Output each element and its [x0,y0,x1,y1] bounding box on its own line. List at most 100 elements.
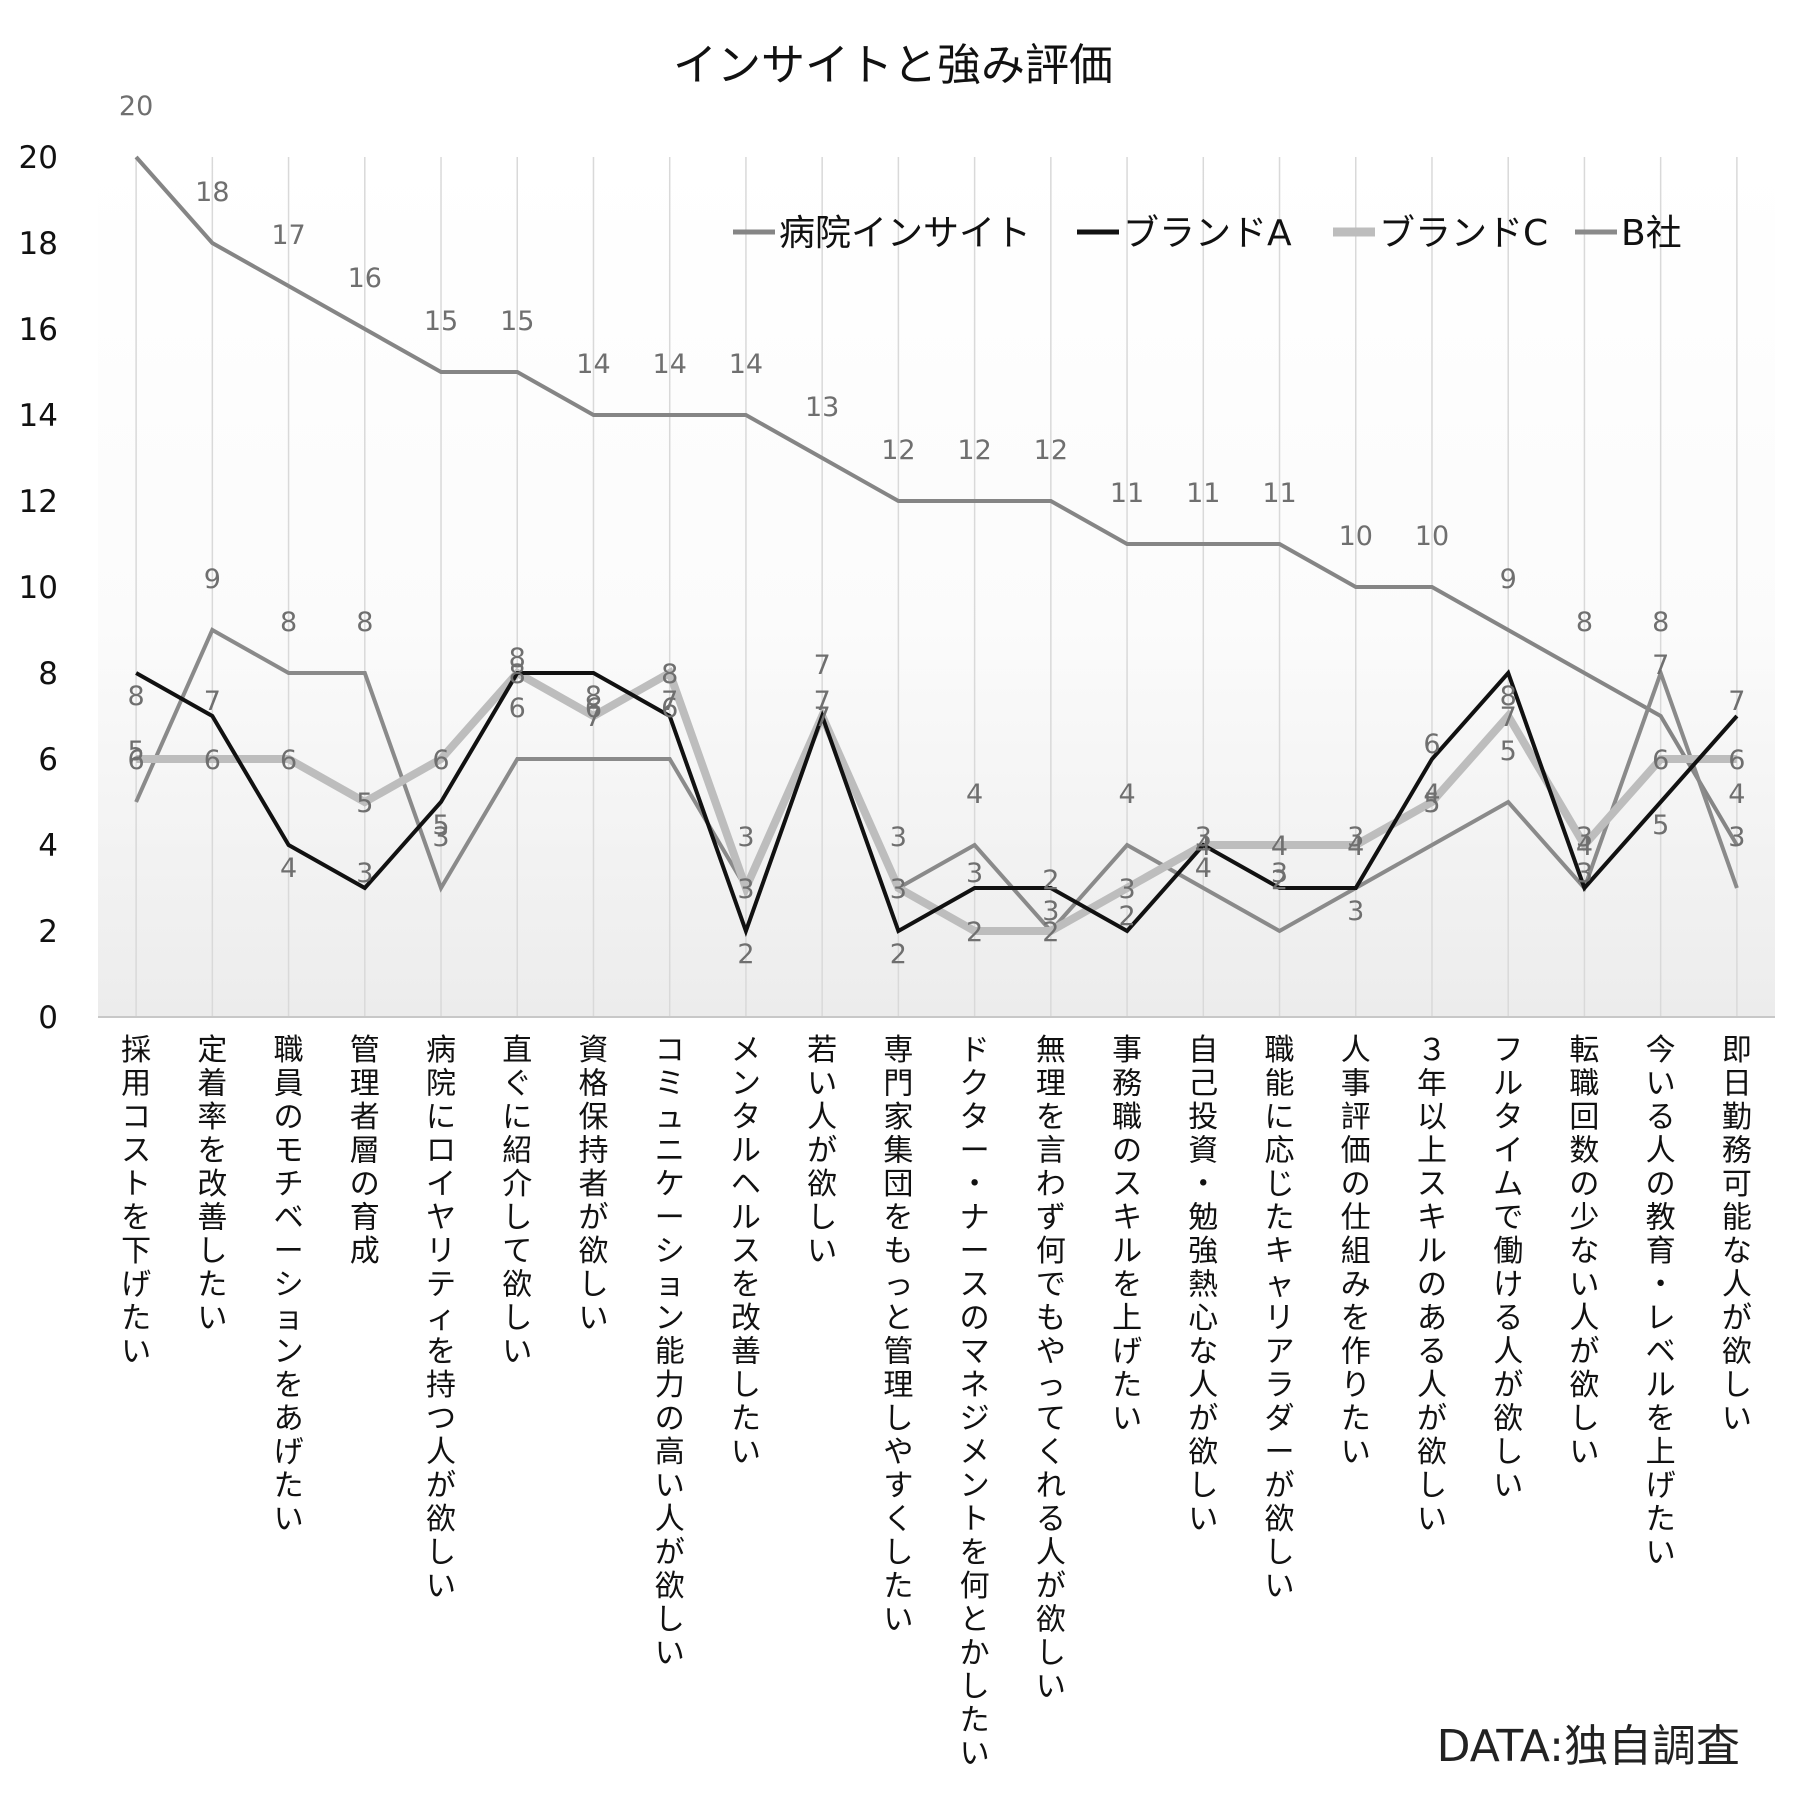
x-tick-label: ３年以上スキルのある人が欲しい [1417,1033,1447,1537]
data-label: 4 [1576,831,1593,862]
data-label: 2 [1042,917,1059,948]
series-line-1 [135,669,1739,937]
data-label: 5 [1423,788,1440,819]
data-label: 3 [737,822,754,853]
data-label: 3 [1271,858,1288,889]
data-label: 7 [204,686,221,717]
data-label: 3 [356,858,373,889]
data-label: 6 [128,745,145,776]
data-label: 3 [432,822,449,853]
data-label: 2 [1118,901,1135,932]
x-tick-label: 職員のモチベーションをあげたい [274,1033,304,1537]
data-label: 10 [1415,521,1449,552]
data-label: 8 [1576,607,1593,638]
data-label: 10 [1339,521,1373,552]
data-label: 9 [1500,564,1517,595]
data-label: 11 [1262,478,1296,509]
y-tick-label: 12 [19,484,58,520]
data-label: 11 [1186,478,1220,509]
data-label: 8 [661,659,678,690]
y-tick-label: 10 [19,570,58,606]
x-tick-label: コミュニケーション能力の高い人が欲しい [655,1033,685,1671]
data-label: 6 [585,693,602,724]
data-label: 9 [204,564,221,595]
data-label: 3 [1195,822,1212,853]
data-label: 15 [500,306,534,337]
x-tick-label: 若い人が欲しい [807,1033,837,1269]
x-tick-label: 病院にロイヤリティを持つ人が欲しい [426,1033,456,1604]
x-tick-label: 転職回数の少ない人が欲しい [1569,1033,1599,1470]
data-label: 14 [653,349,687,380]
data-label: 4 [966,779,983,810]
data-label: 3 [890,822,907,853]
data-label: 5 [1652,810,1669,841]
data-label: 12 [1034,435,1068,466]
data-label: 3 [1576,858,1593,889]
data-label: 8 [1652,607,1669,638]
data-label: 2 [1042,865,1059,896]
x-tick-label: フルタイムで働ける人が欲しい [1493,1033,1523,1504]
data-label: 5 [432,810,449,841]
data-label: 4 [1195,831,1212,862]
data-label: 2 [1271,865,1288,896]
data-label: 8 [1500,681,1517,712]
y-tick-label: 2 [38,914,58,950]
x-tick-label: 自己投資・勉強熱心な人が欲しい [1188,1033,1218,1537]
data-label: 8 [128,681,145,712]
data-label: 14 [576,349,610,380]
data-label: 4 [1118,779,1135,810]
data-label: 2 [737,939,754,970]
x-tick-label: 即日勤務可能な人が欲しい [1722,1033,1752,1437]
data-label: 3 [1118,874,1135,905]
data-label: 6 [432,745,449,776]
data-label: 6 [280,745,297,776]
x-tick-label: ドクター・ナースのマネジメントを何とかしたい [960,1033,990,1772]
y-tick-label: 18 [19,226,58,262]
data-label: 3 [1347,896,1364,927]
y-tick-label: 8 [38,656,58,692]
data-label: 8 [585,681,602,712]
x-tick-label: 定着率を改善したい [197,1033,227,1336]
legend-label: 病院インサイト [779,213,1031,254]
data-label: 6 [509,693,526,724]
data-label: 12 [957,435,991,466]
data-label: 5 [356,788,373,819]
source-note: DATA:独自調査 [1436,1721,1740,1772]
data-label: 11 [1110,478,1144,509]
data-label: 2 [966,917,983,948]
y-tick-label: 20 [19,140,58,176]
data-label: 13 [805,392,839,423]
x-tick-label: 職能に応じたキャリアラダーが欲しい [1265,1033,1295,1604]
y-tick-label: 14 [19,398,58,434]
data-label: 4 [1728,779,1745,810]
data-label: 5 [128,736,145,767]
data-label: 16 [348,263,382,294]
data-label: 5 [1500,736,1517,767]
y-tick-label: 4 [38,828,58,864]
data-label: 2 [890,939,907,970]
data-label: 7 [661,686,678,717]
data-label: 18 [195,177,229,208]
data-label: 3 [1042,896,1059,927]
y-tick-label: 6 [38,742,58,778]
legend-label: ブランドC [1379,213,1548,254]
x-tick-label: 今いる人の教育・レベルを上げたい [1646,1033,1676,1571]
data-label: 7 [814,650,831,681]
data-label: 4 [1423,779,1440,810]
data-label: 7 [814,702,831,733]
data-label: 4 [1195,853,1212,884]
data-label: 8 [509,643,526,674]
data-label: 6 [1652,745,1669,776]
data-label: 3 [1347,822,1364,853]
data-label: 4 [1347,831,1364,862]
series-line-0 [134,155,1739,847]
data-label: 3 [1728,822,1745,853]
data-label: 17 [271,220,305,251]
data-label: 3 [966,858,983,889]
data-label: 8 [280,607,297,638]
data-label: 6 [204,745,221,776]
data-label: 12 [881,435,915,466]
x-tick-label: 直ぐに紹介して欲しい [502,1033,532,1370]
x-tick-label: 管理者層の育成 [350,1033,380,1269]
